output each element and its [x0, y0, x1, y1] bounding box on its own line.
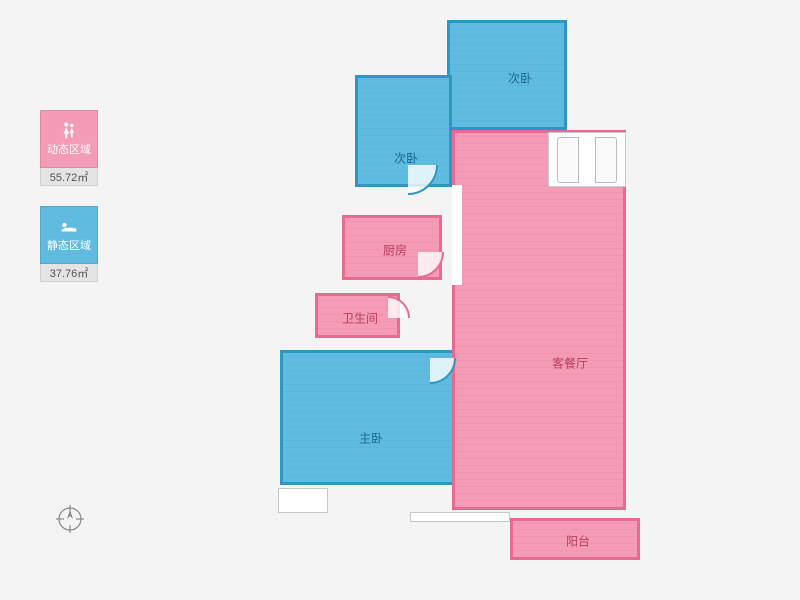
entry-divider [548, 132, 626, 187]
room-balcony: 阳台 [510, 518, 640, 560]
legend-dynamic-label: 动态区域 [47, 141, 91, 157]
legend-static-tile: 静态区域 [40, 206, 98, 264]
room-label-sec-bed-2: 次卧 [508, 70, 532, 87]
compass-icon [56, 505, 84, 538]
legend: 动态区域 55.72㎡ 静态区域 37.76㎡ [40, 110, 98, 302]
room-label-sec-bed-1: 次卧 [394, 150, 418, 167]
legend-static: 静态区域 37.76㎡ [40, 206, 98, 282]
deco-strip [452, 185, 462, 285]
legend-dynamic-value: 55.72㎡ [40, 168, 98, 186]
room-master-bed: 主卧 [280, 350, 455, 485]
legend-dynamic: 动态区域 55.72㎡ [40, 110, 98, 186]
legend-dynamic-tile: 动态区域 [40, 110, 98, 168]
room-label-balcony: 阳台 [566, 533, 590, 550]
room-living: 客餐厅 [452, 130, 626, 510]
legend-static-label: 静态区域 [47, 237, 91, 253]
sleep-icon [58, 217, 80, 235]
room-sec-bed-2: 次卧 [447, 20, 567, 130]
room-label-bathroom: 卫生间 [342, 310, 378, 327]
deco-step-left [278, 488, 328, 513]
room-label-master-bed: 主卧 [359, 430, 383, 447]
people-icon [58, 121, 80, 139]
deco-step-mid [410, 512, 510, 522]
room-label-kitchen: 厨房 [383, 242, 407, 259]
legend-static-value: 37.76㎡ [40, 264, 98, 282]
room-label-living: 客餐厅 [552, 355, 588, 372]
floor-plan: 次卧次卧厨房卫生间主卧客餐厅阳台 [280, 20, 660, 580]
room-bathroom: 卫生间 [315, 293, 400, 338]
